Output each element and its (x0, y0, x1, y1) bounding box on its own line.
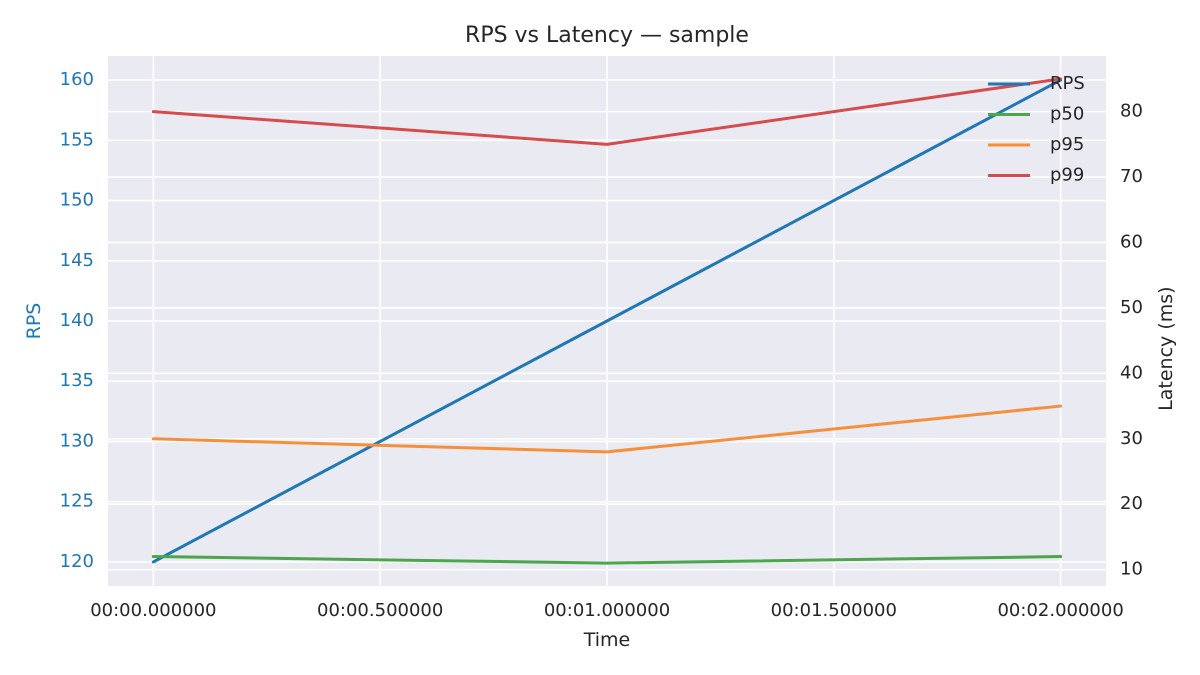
right-tick-label: 80 (1120, 101, 1143, 122)
right-tick-label: 20 (1120, 493, 1143, 514)
left-axis-label: RPS (23, 303, 45, 340)
right-axis-label: Latency (ms) (1155, 286, 1177, 410)
right-axis-ticks: 10 20 30 40 50 60 70 80 (1120, 101, 1143, 580)
series-line-rps (151, 78, 1063, 564)
x-tick-label: 00:00.500000 (317, 600, 443, 621)
left-tick-label: 135 (60, 370, 94, 391)
legend-label-rps: RPS (1050, 73, 1085, 94)
left-axis-ticks: 120 125 130 135 140 145 150 155 160 (60, 69, 94, 572)
left-tick-label: 155 (60, 129, 94, 150)
left-tick-label: 160 (60, 69, 94, 90)
series-line-p95 (151, 404, 1063, 454)
legend-label-p95: p95 (1050, 134, 1084, 155)
series-line-p99 (151, 77, 1063, 146)
right-tick-label: 40 (1120, 362, 1143, 383)
right-tick-label: 30 (1120, 428, 1143, 449)
left-tick-label: 140 (60, 310, 94, 331)
x-tick-label: 00:01.500000 (771, 600, 897, 621)
series-lines (151, 77, 1063, 565)
left-tick-label: 120 (60, 551, 94, 572)
x-tick-label: 00:02.000000 (997, 600, 1123, 621)
x-axis-ticks: 00:00.000000 00:00.500000 00:01.000000 00:0… (90, 600, 1124, 621)
left-tick-label: 125 (60, 491, 94, 512)
series-line-p50 (151, 555, 1063, 565)
right-tick-label: 60 (1120, 231, 1143, 252)
legend-label-p50: p50 (1050, 104, 1084, 125)
x-tick-label: 00:01.000000 (544, 600, 670, 621)
chart-title: RPS vs Latency — sample (465, 23, 749, 48)
left-tick-label: 130 (60, 430, 94, 451)
left-tick-label: 145 (60, 250, 94, 271)
right-tick-label: 70 (1120, 166, 1143, 187)
left-tick-label: 150 (60, 190, 94, 211)
legend-label-p99: p99 (1050, 165, 1084, 186)
x-tick-label: 00:00.000000 (90, 600, 216, 621)
right-tick-label: 10 (1120, 559, 1143, 580)
x-axis-label: Time (583, 629, 631, 651)
legend: RPS p50 p95 p99 (988, 73, 1085, 186)
right-tick-label: 50 (1120, 297, 1143, 318)
